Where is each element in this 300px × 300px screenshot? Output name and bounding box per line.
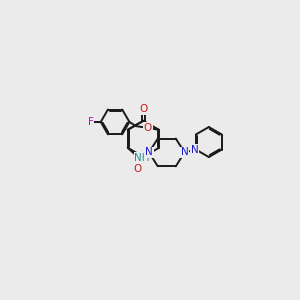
Text: O: O: [144, 123, 152, 133]
Text: N: N: [191, 145, 199, 154]
Text: N: N: [145, 147, 153, 158]
Text: NH: NH: [134, 153, 150, 163]
Text: O: O: [139, 104, 148, 114]
Text: O: O: [134, 164, 142, 174]
Text: N: N: [181, 147, 188, 158]
Text: F: F: [88, 117, 94, 127]
